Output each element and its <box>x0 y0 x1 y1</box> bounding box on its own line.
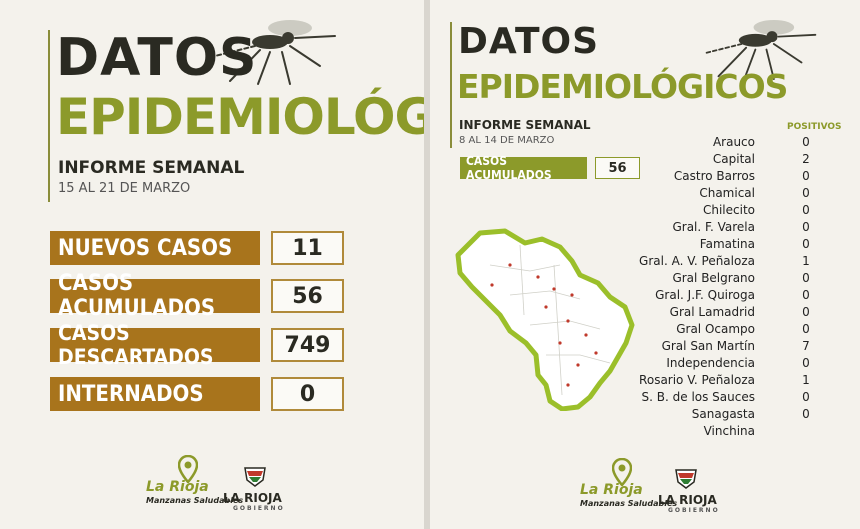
department-name: Gral Lamadrid <box>669 305 755 319</box>
department-name: Gral San Martín <box>661 339 755 353</box>
positivos-value: 1 <box>802 254 810 268</box>
positivos-value: 0 <box>802 407 810 421</box>
stat-value-casos-acumulados: 56 <box>271 279 344 313</box>
department-name: Gral. F. Varela <box>672 220 755 234</box>
date-range: 15 AL 21 DE MARZO <box>58 181 191 196</box>
department-name: S. B. de los Sauces <box>641 390 755 404</box>
stat-value-nuevos-casos: 11 <box>271 231 344 265</box>
positivos-value: 0 <box>802 288 810 302</box>
department-name: Sanagasta <box>691 407 755 421</box>
government-shield-icon <box>675 469 697 489</box>
department-name: Rosario V. Peñaloza <box>639 373 755 387</box>
positivos-value: 0 <box>802 169 810 183</box>
accent-bar <box>48 30 50 202</box>
department-name: Capital <box>712 152 755 166</box>
positivos-value: 0 <box>802 186 810 200</box>
location-pin-icon <box>612 458 632 486</box>
department-name: Chamical <box>699 186 755 200</box>
gov-logo-text: LA RIOJA <box>658 493 717 507</box>
right-panel: DATOS EPIDEMIOLÓGICOS INFORME SEMANAL 8 … <box>430 0 860 529</box>
positivos-value: 0 <box>802 203 810 217</box>
department-name: Famatina <box>699 237 755 251</box>
positivos-header: POSITIVOS <box>787 122 842 132</box>
stat-value-internados: 0 <box>271 377 344 411</box>
title-datos: DATOS <box>458 21 600 62</box>
department-name: Vinchina <box>703 424 755 438</box>
department-name: Gral Ocampo <box>676 322 755 336</box>
brand-logo-subtext: Manzanas Saludables <box>146 496 244 505</box>
stat-label-casos-descartados: CASOS DESCARTADOS <box>50 321 260 369</box>
mosquito-icon <box>214 20 336 85</box>
department-name: Gral. J.F. Quiroga <box>655 288 755 302</box>
gov-logo-subtext: GOBIERNO <box>668 507 720 514</box>
positivos-value: 1 <box>802 373 810 387</box>
casos-acumulados-label: CASOS ACUMULADOS <box>460 154 587 182</box>
stat-label-internados: INTERNADOS <box>50 377 260 411</box>
date-range: 8 AL 14 DE MARZO <box>459 135 555 146</box>
positivos-value: 0 <box>802 305 810 319</box>
positivos-value: 0 <box>802 220 810 234</box>
left-panel: DATOS EPIDEMIOLÓGICOS INFORME SEMANAL 15… <box>0 0 424 529</box>
gov-logo-subtext: GOBIERNO <box>233 505 285 512</box>
la-rioja-map <box>455 228 635 411</box>
title-datos: DATOS <box>56 28 258 88</box>
department-name: Chilecito <box>702 203 755 217</box>
positivos-column: 0 2 0 0 0 0 0 1 0 0 0 0 7 0 1 0 0 <box>796 135 816 455</box>
subtitle: INFORME SEMANAL <box>459 118 591 132</box>
brand-logo-text: La Rioja <box>146 479 209 495</box>
title-epidemiologicos: EPIDEMIOLÓGICOS <box>457 67 788 106</box>
stat-label-casos-acumulados: CASOS ACUMULADOS <box>50 271 260 321</box>
department-name: Arauco <box>712 135 755 149</box>
subtitle: INFORME SEMANAL <box>58 158 245 178</box>
positivos-value: 0 <box>802 271 810 285</box>
casos-acumulados-value: 56 <box>595 157 640 179</box>
positivos-value: 2 <box>802 152 810 166</box>
department-name: Independencia <box>666 356 755 370</box>
positivos-value: 0 <box>802 135 810 149</box>
title-epidemiologicos: EPIDEMIOLÓGICOS <box>56 88 424 146</box>
brand-logo-text: La Rioja <box>580 482 643 498</box>
stat-label-nuevos-casos: NUEVOS CASOS <box>50 231 260 265</box>
brand-logo-subtext: Manzanas Saludables <box>580 499 678 508</box>
gov-logo-text: LA RIOJA <box>223 491 282 505</box>
mosquito-icon <box>703 20 817 80</box>
stat-value-casos-descartados: 749 <box>271 328 344 362</box>
positivos-value: 0 <box>802 356 810 370</box>
positivos-value: 0 <box>802 237 810 251</box>
department-name: Gral. A. V. Peñaloza <box>639 254 755 268</box>
positivos-value: 0 <box>802 322 810 336</box>
accent-bar <box>450 22 452 148</box>
department-name: Castro Barros <box>673 169 755 183</box>
positivos-value: 7 <box>802 339 810 353</box>
location-pin-icon <box>178 455 198 483</box>
department-list: Arauco Capital Castro Barros Chamical Ch… <box>610 135 755 455</box>
government-shield-icon <box>244 467 266 487</box>
department-name: Gral Belgrano <box>672 271 755 285</box>
positivos-value: 0 <box>802 390 810 404</box>
